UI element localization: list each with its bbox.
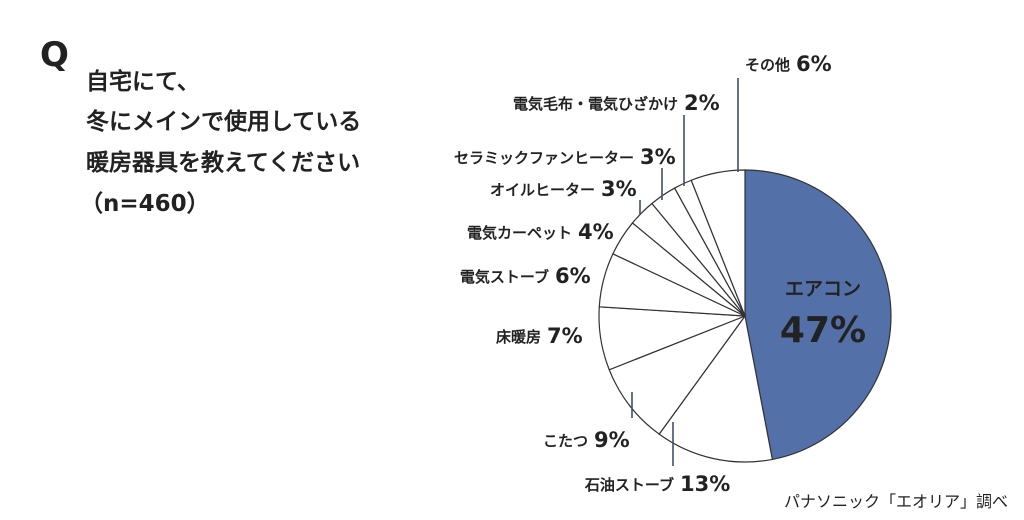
slice-label-0: エアコン (785, 278, 861, 300)
question-line-3: 暖房器具を教えてください (86, 150, 361, 176)
slice-value-1: 13% (680, 472, 730, 496)
slice-label-8: 電気毛布・電気ひざかけ (513, 95, 678, 113)
question-letter: Q (40, 35, 69, 75)
question-sample-size: （n=460） (80, 191, 210, 217)
pie-slice-0 (744, 169, 892, 461)
slice-label-4: 電気ストーブ (460, 268, 549, 286)
pie-slice-1 (658, 314, 774, 463)
slice-label-3: 床暖房 (496, 328, 541, 346)
question-line-1: 自宅にて、 (86, 69, 200, 95)
slice-value-9: 6% (796, 52, 832, 76)
question-line-2: 冬にメインで使用している (86, 109, 362, 135)
slice-value-4: 6% (555, 264, 591, 288)
slice-label-2: こたつ (543, 432, 588, 450)
slice-label-6: オイルヒーター (490, 181, 595, 199)
pie-slice-2 (608, 314, 747, 435)
slice-label-7: セラミックファンヒーター (454, 149, 634, 167)
source-note: パナソニック「エオリア」調べ (783, 492, 1008, 511)
slice-value-7: 3% (640, 145, 676, 169)
slice-value-3: 7% (547, 324, 583, 348)
slice-value-2: 9% (594, 428, 630, 452)
slice-label-9: その他 (745, 56, 790, 74)
slice-value-5: 4% (578, 220, 614, 244)
slice-value-6: 3% (601, 177, 637, 201)
pie-slice-9 (690, 169, 746, 317)
slice-value-8: 2% (684, 91, 720, 115)
slice-value-0: 47% (780, 310, 866, 351)
slice-label-5: 電気カーペット (467, 224, 572, 242)
slice-label-1: 石油ストーブ (584, 476, 674, 494)
